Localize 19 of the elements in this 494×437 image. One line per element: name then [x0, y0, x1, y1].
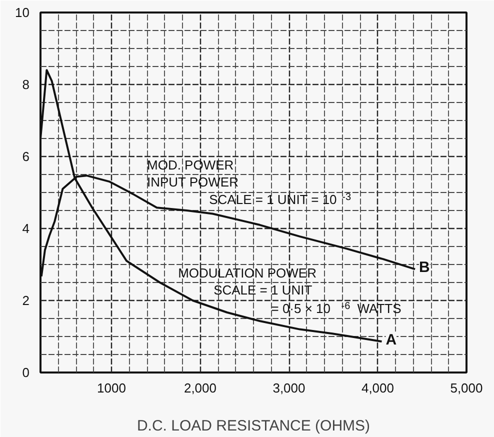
annotation: = 0·5 × 10-6 WATTS	[271, 300, 402, 316]
annotation: SCALE = 1 UNIT = 10-3	[209, 192, 352, 207]
y-tick-label: 0	[22, 365, 30, 380]
x-tick-label: 3,000	[272, 380, 306, 396]
annotation: MOD. POWER	[147, 157, 234, 172]
y-tick-label: 2	[22, 293, 30, 308]
series-label: A	[386, 332, 397, 349]
series-label: B	[419, 259, 430, 276]
y-tick-label: 4	[22, 221, 30, 236]
x-axis-title: D.C. LOAD RESISTANCE (OHMS)	[136, 418, 370, 434]
y-tick-label: 8	[22, 77, 30, 92]
y-tick-label: 6	[22, 149, 30, 164]
y-tick-label: 10	[15, 5, 30, 20]
x-tick-label: 5,000	[450, 380, 483, 396]
annotation: INPUT POWER	[147, 174, 238, 190]
x-tick-label: 1000	[97, 380, 126, 396]
annotation: SCALE = 1 UNIT	[214, 282, 312, 298]
x-tick-label: 2,000	[184, 380, 217, 396]
x-tick-label: 4,000	[361, 380, 394, 396]
